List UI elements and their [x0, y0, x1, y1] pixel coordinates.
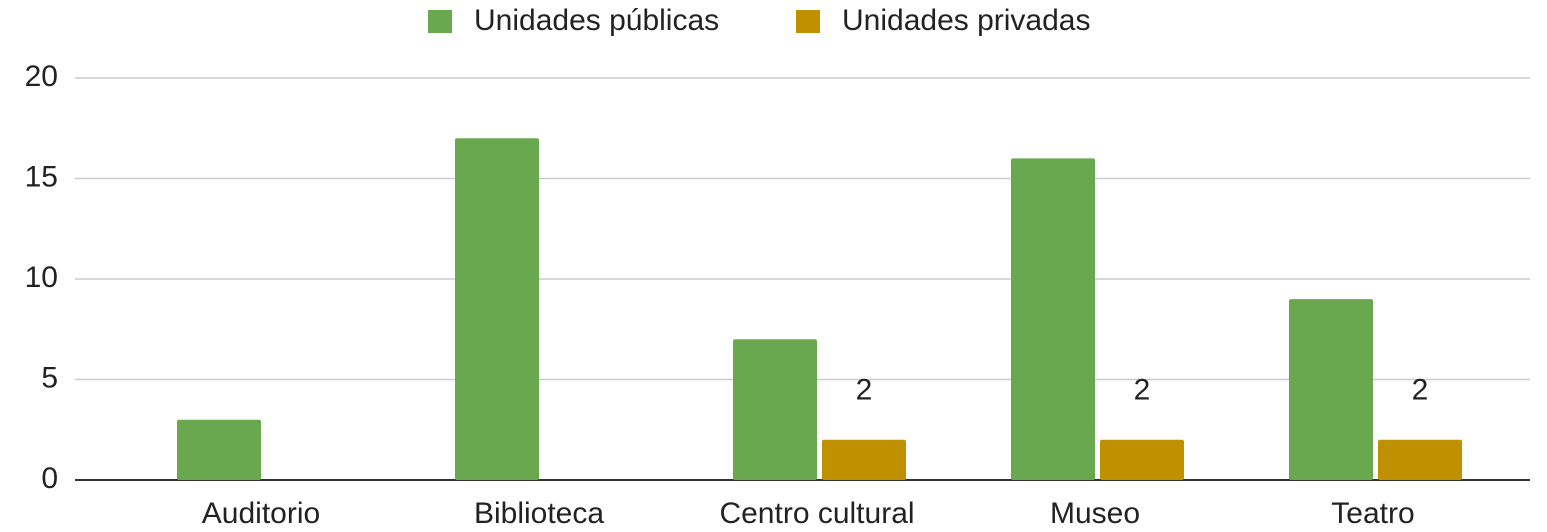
- bar: [177, 419, 261, 480]
- x-tick-label: Museo: [1050, 497, 1140, 530]
- legend-label: Unidades públicas: [474, 4, 719, 37]
- x-tick-label: Centro cultural: [719, 497, 914, 530]
- y-tick-label: 20: [25, 60, 58, 93]
- bar: [822, 439, 906, 480]
- bar: [455, 138, 539, 481]
- x-tick-label: Auditorio: [202, 497, 320, 530]
- data-label: 2: [856, 374, 873, 407]
- data-label: 2: [1412, 374, 1429, 407]
- legend-swatch: [796, 10, 820, 33]
- bar: [1011, 158, 1095, 480]
- y-tick-label: 5: [41, 361, 58, 394]
- y-tick-label: 15: [25, 160, 58, 193]
- bar: [1378, 439, 1462, 480]
- bar: [1100, 439, 1184, 480]
- bar: [733, 339, 817, 480]
- y-tick-label: 10: [25, 261, 58, 294]
- legend-label: Unidades privadas: [842, 4, 1090, 37]
- data-label: 2: [1134, 374, 1151, 407]
- legend-swatch: [428, 10, 452, 33]
- x-tick-label: Teatro: [1331, 497, 1414, 530]
- bar: [1289, 299, 1373, 480]
- x-tick-label: Biblioteca: [474, 497, 604, 530]
- y-tick-label: 0: [41, 462, 58, 495]
